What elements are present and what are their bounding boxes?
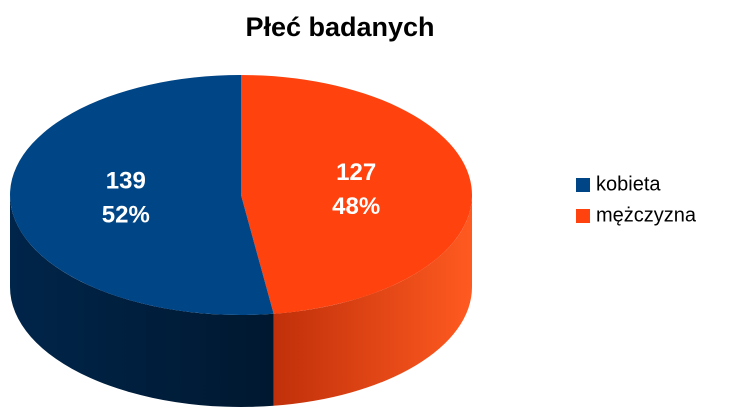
percent-label: 48% — [332, 193, 380, 220]
percent-label: 52% — [102, 202, 150, 229]
chart-title: Płeć badanych — [245, 12, 434, 42]
legend-swatch — [576, 209, 590, 223]
pie-side — [10, 195, 274, 407]
legend-label: kobieta — [596, 173, 661, 195]
pie-slice — [10, 75, 274, 315]
value-label: 139 — [106, 168, 146, 195]
legend-swatch — [576, 178, 590, 192]
value-label: 127 — [336, 159, 376, 186]
pie-slice — [241, 75, 473, 314]
legend-label: mężczyzna — [596, 204, 697, 226]
pie-side — [273, 195, 472, 406]
